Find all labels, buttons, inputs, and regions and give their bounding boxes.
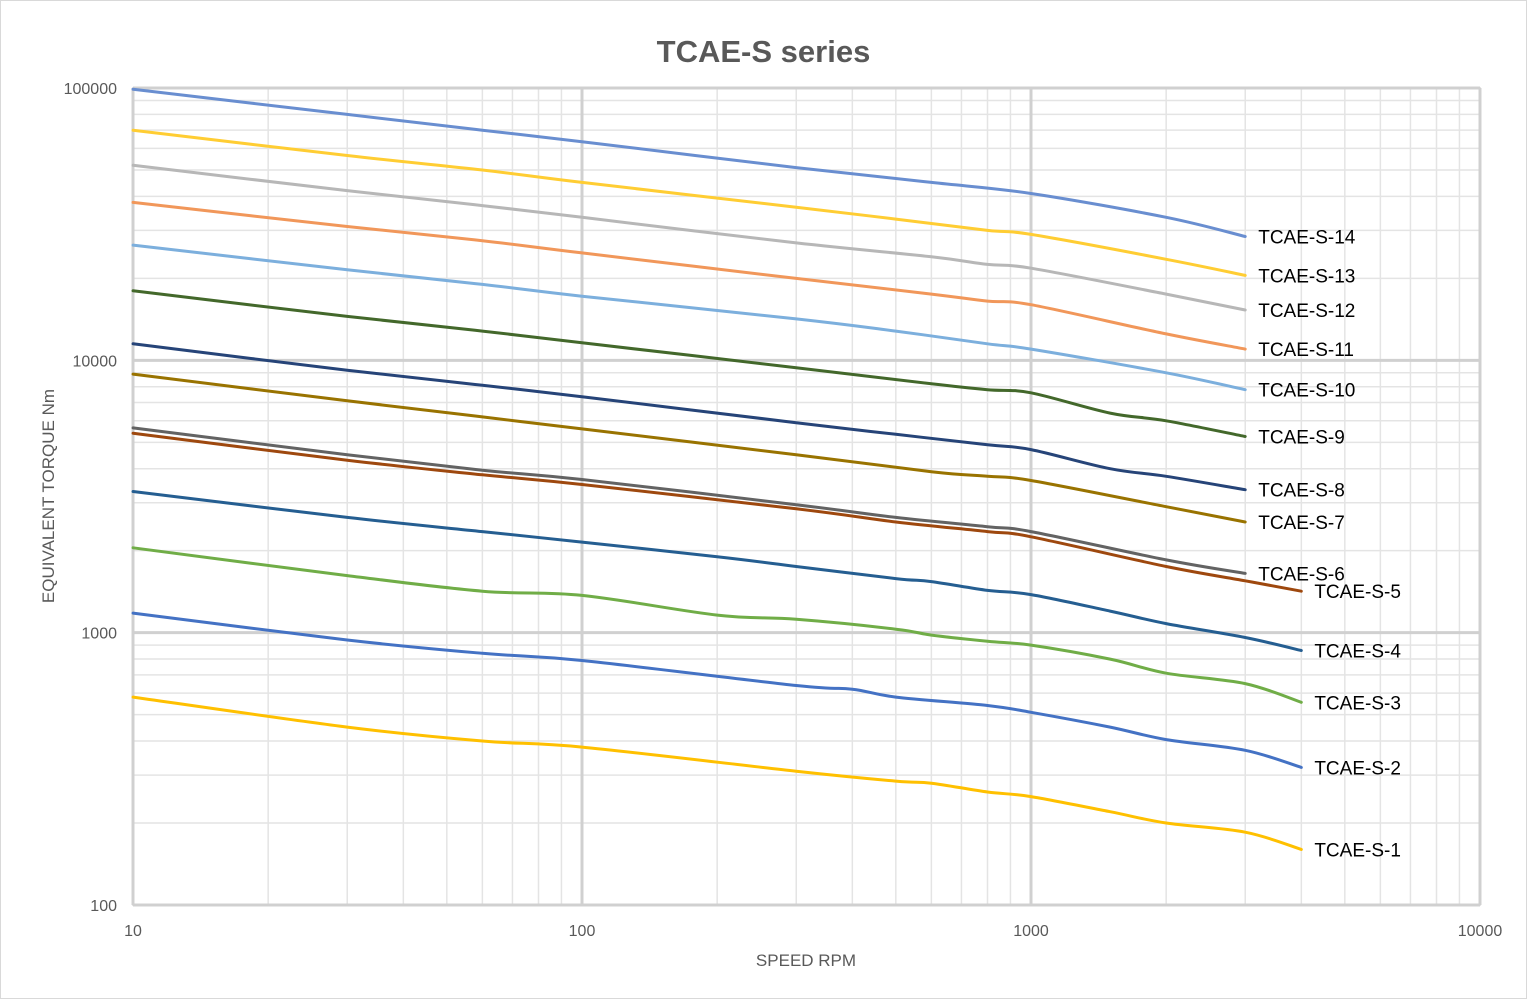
series-label-tcae-s-1: TCAE-S-1: [1314, 840, 1401, 861]
y-tick-label: 100: [90, 898, 117, 915]
series-label-tcae-s-10: TCAE-S-10: [1258, 381, 1355, 402]
series-label-tcae-s-7: TCAE-S-7: [1258, 513, 1345, 534]
series-line-tcae-s-13: [131, 128, 1247, 277]
series-lines: [131, 87, 1303, 851]
series-line-tcae-s-12: [131, 163, 1247, 312]
plot-area-border: [132, 87, 1481, 906]
series-label-tcae-s-2: TCAE-S-2: [1314, 758, 1401, 779]
x-tick-label: 1000: [1013, 923, 1049, 940]
series-label-tcae-s-11: TCAE-S-11: [1258, 340, 1354, 361]
series-label-tcae-s-3: TCAE-S-3: [1314, 693, 1401, 714]
series-label-tcae-s-13: TCAE-S-13: [1258, 266, 1355, 287]
plot-area: [132, 87, 1481, 906]
x-axis-label: SPEED RPM: [756, 951, 856, 970]
series-line-tcae-s-5: [131, 431, 1303, 593]
y-axis-tick-labels: 100 1000 10000 100000: [64, 81, 117, 915]
x-tick-label: 10000: [1458, 923, 1503, 940]
series-label-tcae-s-5: TCAE-S-5: [1314, 582, 1401, 603]
x-axis-tick-labels: 10 100 1000 10000: [124, 923, 1502, 940]
series-label-tcae-s-8: TCAE-S-8: [1258, 481, 1345, 502]
series-line-tcae-s-10: [131, 243, 1247, 392]
y-tick-label: 100000: [64, 81, 117, 98]
y-axis-label: EQUIVALENT TORQUE Nm: [39, 389, 58, 603]
chart-title: TCAE-S series: [656, 34, 871, 69]
y-tick-label: 1000: [81, 626, 117, 643]
x-tick-label: 10: [124, 923, 142, 940]
series-line-tcae-s-9: [131, 289, 1247, 438]
series-line-tcae-s-8: [131, 342, 1247, 492]
series-line-tcae-s-7: [131, 372, 1247, 524]
series-line-tcae-s-14: [131, 87, 1247, 238]
series-label-tcae-s-6: TCAE-S-6: [1258, 564, 1345, 585]
series-label-tcae-s-14: TCAE-S-14: [1258, 227, 1356, 248]
series-line-tcae-s-11: [131, 200, 1247, 351]
minor-gridlines: [133, 88, 1480, 905]
y-tick-label: 10000: [73, 353, 118, 370]
x-tick-label: 100: [569, 923, 596, 940]
series-line-tcae-s-6: [131, 426, 1247, 575]
series-label-tcae-s-4: TCAE-S-4: [1314, 642, 1401, 663]
series-label-tcae-s-9: TCAE-S-9: [1258, 428, 1345, 449]
series-line-tcae-s-3: [131, 546, 1303, 704]
series-line-tcae-s-1: [131, 695, 1303, 851]
series-line-tcae-s-4: [131, 490, 1303, 652]
series-labels: TCAE-S-1 TCAE-S-2 TCAE-S-3 TCAE-S-4 TCAE-S-5…: [1258, 227, 1401, 861]
series-line-tcae-s-2: [131, 611, 1303, 769]
series-label-tcae-s-12: TCAE-S-12: [1258, 301, 1355, 322]
